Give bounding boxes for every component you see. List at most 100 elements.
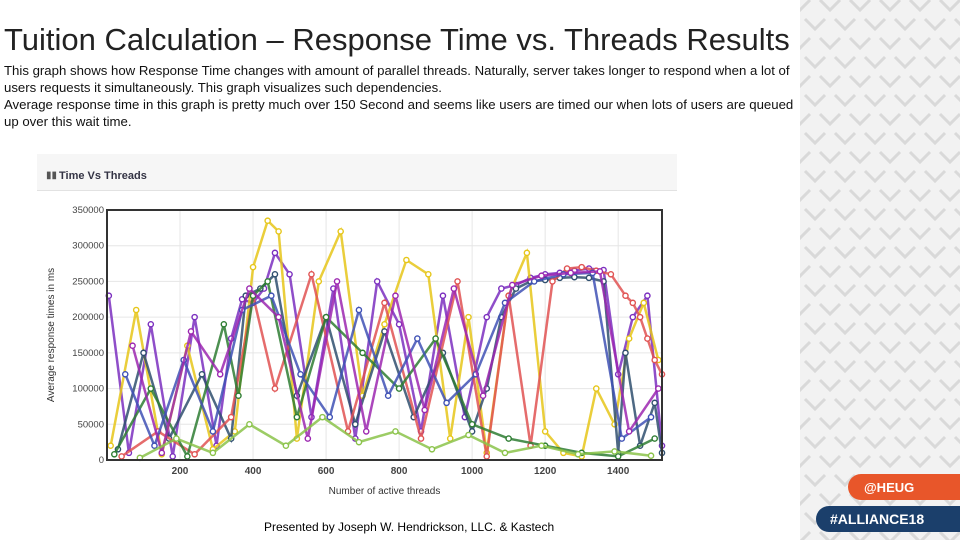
data-point [297, 370, 304, 378]
data-point [607, 270, 615, 278]
data-point [647, 452, 655, 460]
data-point [246, 285, 253, 292]
series-line [124, 271, 652, 450]
data-point [651, 399, 658, 407]
data-point [264, 217, 271, 225]
data-point [381, 320, 388, 328]
data-point [392, 428, 399, 435]
slide-title: Tuition Calculation – Response Time vs. … [4, 22, 790, 57]
data-point [432, 335, 439, 342]
data-point [220, 320, 228, 328]
data-point [264, 278, 271, 285]
data-point [465, 431, 472, 439]
data-point [644, 292, 651, 300]
y-tick-label: 250000 [72, 276, 104, 287]
data-point [191, 313, 198, 321]
series-6 [129, 268, 662, 457]
x-axis-ticks: 200 400 600 800 1000 1200 1400 [172, 466, 630, 477]
y-tick-label: 0 [99, 455, 104, 466]
data-point [315, 278, 323, 285]
data-point [308, 270, 315, 278]
data-point [275, 228, 282, 235]
data-point [249, 263, 257, 271]
data-point [479, 392, 487, 400]
series-7 [136, 413, 655, 462]
chart-panel-title: Time Vs Threads [59, 170, 147, 182]
data-point [304, 435, 312, 442]
data-point [209, 449, 217, 457]
data-point [275, 313, 282, 321]
y-tick-label: 150000 [72, 348, 104, 359]
data-point [428, 445, 436, 453]
data-point [107, 442, 114, 450]
data-point [351, 420, 359, 428]
chevron-pattern-icon [788, 0, 960, 545]
data-point [629, 299, 637, 307]
data-point [147, 385, 155, 392]
data-point [271, 270, 279, 278]
bar-chart-icon: ▮▮ [46, 170, 58, 181]
data-point [187, 328, 195, 335]
data-point [355, 306, 363, 314]
data-point [596, 268, 604, 275]
heug-badge: @HEUG [848, 474, 960, 500]
y-tick-label: 100000 [72, 384, 104, 395]
data-point [373, 278, 381, 285]
data-point [121, 370, 129, 378]
decorative-pattern [788, 0, 960, 545]
data-point [129, 342, 136, 350]
y-axis-label: Average response times in ms [46, 268, 57, 402]
x-tick-label: 600 [318, 466, 335, 477]
alliance-badge: #ALLIANCE18 [816, 506, 960, 532]
description-paragraph-1: This graph shows how Response Time chang… [4, 63, 790, 95]
chart-series-group [105, 217, 666, 462]
data-point [483, 313, 491, 321]
data-point [483, 453, 491, 460]
data-point [355, 438, 363, 446]
slide-description: This graph shows how Response Time chang… [4, 62, 800, 130]
data-point [538, 442, 545, 450]
data-point [655, 385, 662, 392]
data-point [622, 292, 629, 300]
data-point [629, 313, 637, 321]
data-point [184, 453, 191, 460]
data-point [417, 435, 425, 442]
data-point [454, 278, 461, 285]
series-line [109, 218, 660, 458]
data-point [326, 413, 334, 421]
data-point [625, 335, 633, 342]
data-point [538, 272, 545, 280]
data-point [337, 228, 344, 235]
data-point [198, 370, 206, 378]
plot-frame [106, 209, 663, 461]
data-point [392, 292, 399, 300]
data-point [132, 306, 140, 314]
data-point [585, 274, 593, 282]
data-point [381, 299, 388, 307]
data-point [439, 292, 447, 300]
data-point [614, 453, 622, 460]
data-point [111, 450, 118, 458]
data-point [567, 269, 575, 277]
data-point [151, 442, 158, 450]
data-point [403, 256, 410, 264]
data-point [286, 270, 293, 278]
presenter-footer: Presented by Joseph W. Hendrickson, LLC.… [264, 520, 555, 534]
data-point [271, 249, 279, 257]
data-point [468, 420, 476, 428]
x-tick-label: 200 [172, 466, 189, 477]
y-axis-ticks: 0 50000 100000 150000 200000 250000 300000 3500… [72, 205, 104, 466]
x-tick-label: 1000 [461, 466, 484, 477]
y-tick-label: 200000 [72, 312, 104, 323]
data-point [293, 413, 301, 421]
y-tick-label: 300000 [72, 241, 104, 252]
data-point [169, 453, 177, 460]
data-point [118, 453, 125, 460]
data-point [618, 435, 626, 442]
data-point [563, 265, 571, 272]
data-point [465, 313, 472, 321]
data-point [173, 435, 180, 442]
data-point [395, 385, 403, 392]
x-axis-label: Number of active threads [329, 486, 441, 497]
series-2 [114, 270, 666, 457]
